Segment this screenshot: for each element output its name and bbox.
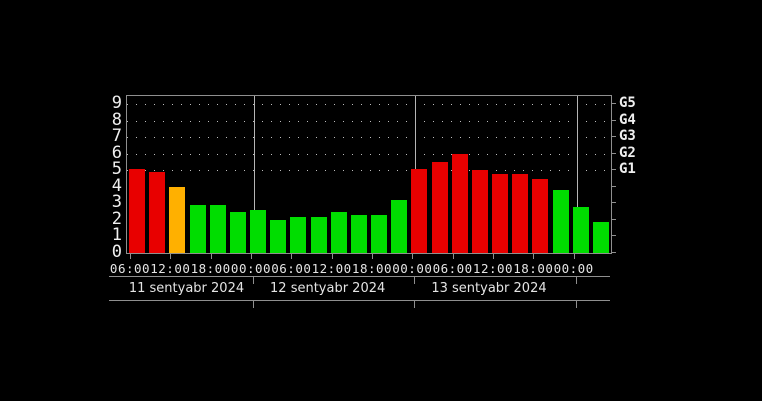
kp-bar-0000-kp5.1 — [411, 168, 428, 253]
kp-bar-2100-kp3.8 — [552, 190, 569, 253]
gridline-kp8 — [127, 120, 611, 122]
gridline-kp5 — [127, 170, 611, 172]
kp-bar-0300-kp2 — [270, 219, 287, 253]
kp-bar-0600-kp2.2 — [290, 216, 307, 253]
time-label-0600: 06:00 — [109, 261, 151, 276]
kp-bar-0600-kp5.1 — [129, 168, 145, 253]
kp-bar-0900-kp2.2 — [310, 216, 327, 253]
x-axis-tick — [412, 254, 414, 259]
right-axis-tick — [611, 202, 616, 204]
y-axis-label-6: 6 — [111, 142, 122, 163]
x-axis-tick — [331, 254, 333, 259]
kp-bar-0000-kp2.8 — [572, 206, 589, 253]
kp-bar-2100-kp2.5 — [229, 211, 246, 253]
kp-bar-1500-kp4.8 — [512, 173, 529, 253]
right-axis-tick — [611, 119, 616, 121]
kp-bar-0300-kp5.5 — [431, 161, 448, 253]
time-label-1200: 12:00 — [311, 261, 352, 276]
date-band-tick — [414, 300, 416, 308]
right-axis-tick — [611, 169, 616, 171]
date-label-11-sentyabr: 11 sentyabr 2024 — [128, 281, 245, 296]
kp-bar-1200-kp2.5 — [330, 211, 347, 253]
g-scale-label-G2: G2 — [619, 144, 636, 161]
x-axis-tick — [130, 254, 131, 259]
time-label-0000: 00:00 — [230, 261, 272, 276]
y-axis-label-3: 3 — [111, 192, 122, 213]
x-axis-tick — [291, 254, 293, 259]
day-separator — [576, 96, 578, 253]
date-band-tick — [414, 276, 416, 284]
x-axis-tick — [251, 254, 252, 259]
right-axis-tick — [611, 235, 616, 237]
y-axis-label-7: 7 — [111, 126, 122, 147]
x-axis-tick — [493, 254, 494, 259]
y-axis-label-2: 2 — [111, 208, 122, 229]
day-separator — [254, 96, 255, 253]
kp-bar-0600-kp6 — [451, 153, 468, 253]
x-axis-tick — [573, 254, 575, 259]
kp-bar-1800-kp2.3 — [371, 214, 387, 253]
right-axis-tick — [611, 103, 616, 105]
kp-bar-2100-kp3.2 — [391, 200, 408, 253]
y-axis-label-1: 1 — [111, 225, 122, 246]
time-label-1800: 18:00 — [513, 261, 554, 276]
x-axis-tick — [210, 254, 212, 259]
g-scale-label-G5: G5 — [619, 95, 636, 112]
date-band-line-top — [109, 276, 610, 277]
time-label-1800: 18:00 — [351, 261, 393, 276]
y-axis-label-4: 4 — [111, 175, 122, 196]
gridline-kp7 — [127, 137, 611, 139]
date-band-line-bottom — [109, 300, 610, 301]
x-axis-tick — [170, 254, 172, 259]
kp-bar-1500-kp2.3 — [350, 214, 367, 253]
y-axis-label-9: 9 — [111, 93, 122, 114]
kp-bar-0000-kp2.6 — [250, 209, 266, 253]
right-axis-tick — [611, 185, 616, 187]
time-label-1800: 18:00 — [190, 261, 231, 276]
plot-area — [126, 95, 612, 254]
gridline-kp6 — [127, 153, 611, 155]
right-axis-tick — [611, 152, 616, 154]
y-axis-label-5: 5 — [111, 159, 122, 180]
right-axis-tick — [611, 218, 616, 220]
time-label-1200: 12:00 — [472, 261, 514, 276]
y-axis-label-0: 0 — [111, 242, 122, 262]
kp-bar-1800-kp2.9 — [209, 205, 226, 253]
kp-bar-1500-kp2.9 — [189, 205, 206, 253]
x-axis-tick — [452, 254, 454, 259]
g-scale-label-G1: G1 — [619, 161, 636, 178]
gridline-kp9 — [127, 104, 611, 106]
date-band-tick — [575, 300, 577, 308]
time-label-0600: 06:00 — [432, 261, 473, 276]
kp-bar-1200-kp4.8 — [492, 173, 508, 253]
time-label-1200: 12:00 — [150, 261, 191, 276]
time-label-0000: 00:00 — [553, 261, 594, 276]
kp-bar-0900-kp4.9 — [149, 171, 166, 253]
x-axis-tick — [372, 254, 373, 259]
date-band-tick — [575, 276, 577, 284]
g-scale-label-G4: G4 — [619, 111, 636, 128]
date-label-12-sentyabr: 12 sentyabr 2024 — [270, 281, 386, 296]
date-band-tick — [253, 276, 254, 284]
g-scale-label-G3: G3 — [619, 128, 636, 145]
kp-bar-1800-kp4.5 — [532, 178, 549, 253]
y-axis-label-8: 8 — [111, 109, 122, 130]
x-axis-tick — [533, 254, 535, 259]
date-label-13-sentyabr: 13 sentyabr 2024 — [431, 281, 547, 296]
kp-bar-1200-kp4 — [169, 186, 186, 253]
right-axis-tick — [611, 136, 616, 138]
date-band-tick — [253, 300, 254, 308]
kp-bar-0900-kp5 — [471, 170, 488, 253]
time-label-0000: 00:00 — [392, 261, 433, 276]
right-axis-tick — [611, 252, 616, 253]
kp-bar-0300-kp1.9 — [592, 221, 609, 253]
time-label-0600: 06:00 — [271, 261, 312, 276]
